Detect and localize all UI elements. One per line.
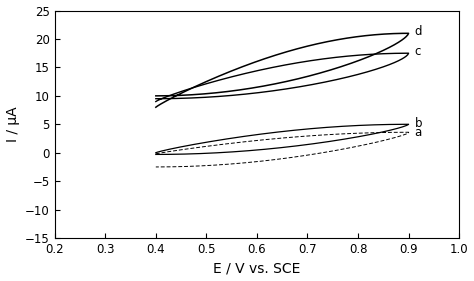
Text: b: b — [415, 117, 422, 130]
Text: a: a — [415, 126, 422, 139]
Text: d: d — [415, 25, 422, 38]
Y-axis label: I / μA: I / μA — [6, 106, 19, 142]
X-axis label: E / V vs. SCE: E / V vs. SCE — [213, 261, 301, 275]
Text: c: c — [415, 45, 421, 58]
